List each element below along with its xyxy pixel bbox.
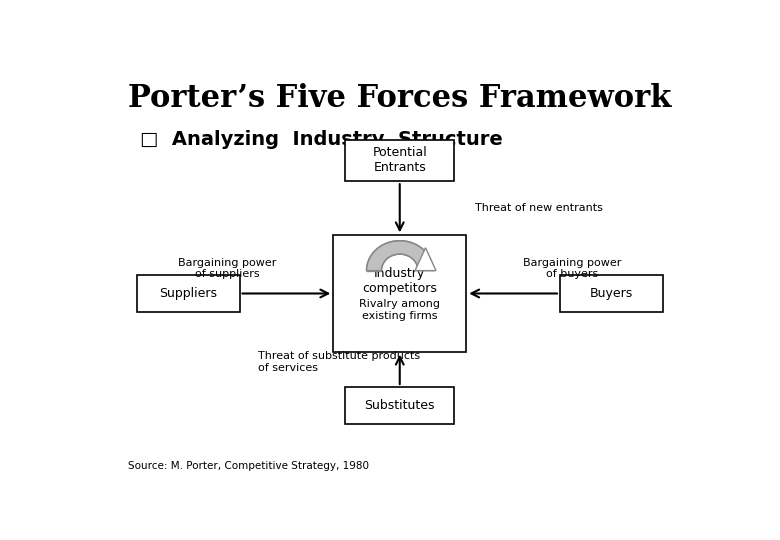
Text: Bargaining power
of buyers: Bargaining power of buyers [523,258,621,279]
Polygon shape [367,241,433,271]
Text: Bargaining power
of suppliers: Bargaining power of suppliers [179,258,277,279]
FancyBboxPatch shape [560,275,663,312]
Text: Porter’s Five Forces Framework: Porter’s Five Forces Framework [128,83,672,113]
Text: Buyers: Buyers [590,287,633,300]
Text: Threat of substitute products
of services: Threat of substitute products of service… [257,352,420,373]
Text: Rivalry among
existing firms: Rivalry among existing firms [360,299,440,321]
Text: □  Analyzing  Industry  Structure: □ Analyzing Industry Structure [140,130,502,149]
Text: Threat of new entrants: Threat of new entrants [475,203,603,213]
FancyBboxPatch shape [346,387,454,424]
Text: Substitutes: Substitutes [364,399,435,412]
Polygon shape [415,248,436,271]
Text: Industry
competitors: Industry competitors [363,267,437,295]
FancyBboxPatch shape [136,275,239,312]
FancyBboxPatch shape [346,140,454,181]
Text: Source: M. Porter, Competitive Strategy, 1980: Source: M. Porter, Competitive Strategy,… [128,461,369,471]
Text: Potential
Entrants: Potential Entrants [372,146,427,174]
FancyBboxPatch shape [333,235,466,352]
Text: Suppliers: Suppliers [159,287,217,300]
